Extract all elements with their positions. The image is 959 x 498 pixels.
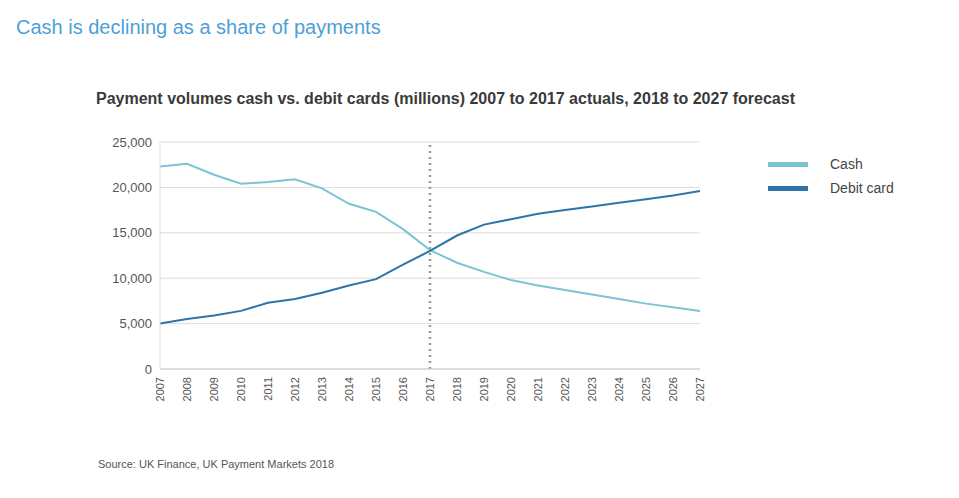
svg-text:2020: 2020 (505, 377, 517, 401)
svg-text:2019: 2019 (478, 377, 490, 401)
svg-text:2022: 2022 (559, 377, 571, 401)
html-text:Debit card: Debit card (830, 180, 894, 196)
svg-text:2025: 2025 (640, 377, 652, 401)
svg-text:2026: 2026 (667, 377, 679, 401)
svg-text:25,000: 25,000 (112, 135, 152, 150)
html-text:Source: UK Finance, UK Payment: Source: UK Finance, UK Payment Markets 2… (98, 458, 334, 470)
html-text:Cash is declining as a share o: Cash is declining as a share of payments (16, 16, 381, 38)
svg-text:10,000: 10,000 (112, 271, 152, 286)
svg-text:2023: 2023 (586, 377, 598, 401)
svg-text:2018: 2018 (451, 377, 463, 401)
html-text:Cash: Cash (830, 156, 863, 172)
svg-text:0: 0 (145, 362, 152, 377)
svg-text:2016: 2016 (397, 377, 409, 401)
svg-text:2011: 2011 (262, 377, 274, 401)
svg-text:20,000: 20,000 (112, 180, 152, 195)
svg-text:5,000: 5,000 (119, 316, 152, 331)
svg-text:2017: 2017 (424, 377, 436, 401)
svg-text:2008: 2008 (181, 377, 193, 401)
svg-text:2009: 2009 (208, 377, 220, 401)
svg-text:15,000: 15,000 (112, 225, 152, 240)
svg-text:2014: 2014 (343, 377, 355, 401)
svg-text:2015: 2015 (370, 377, 382, 401)
svg-text:2007: 2007 (154, 377, 166, 401)
svg-text:2021: 2021 (532, 377, 544, 401)
svg-text:2013: 2013 (316, 377, 328, 401)
svg-text:2024: 2024 (613, 377, 625, 401)
svg-text:2012: 2012 (289, 377, 301, 401)
html-text:Payment volumes cash vs. debit: Payment volumes cash vs. debit cards (mi… (96, 90, 795, 107)
svg-text:2010: 2010 (235, 377, 247, 401)
svg-text:2027: 2027 (694, 377, 706, 401)
